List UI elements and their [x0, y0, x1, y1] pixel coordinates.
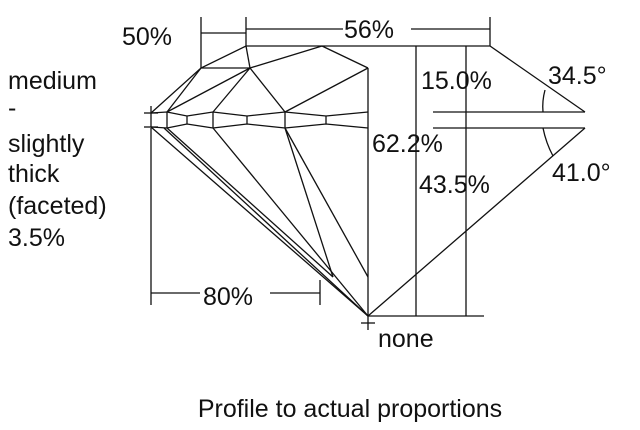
crown-angle-label: 34.5°	[548, 62, 607, 90]
culet-label: none	[378, 325, 434, 353]
girdle-label-line: (faceted)	[8, 192, 107, 220]
girdle-label-line: thick	[8, 160, 60, 188]
pavilion-angle-label: 41.0°	[552, 159, 611, 187]
girdle-label-line: medium	[8, 67, 97, 95]
crown-ratio-label: 50%	[122, 23, 172, 51]
pavilion-depth-label: 43.5%	[419, 171, 490, 199]
lower-half-label: 80%	[203, 283, 253, 311]
caption: Profile to actual proportions	[198, 395, 502, 423]
total-depth-label: 62.2%	[372, 130, 443, 158]
girdle-label-line: 3.5%	[8, 224, 65, 252]
diamond-outline	[150, 45, 586, 317]
measurement-labels: 50% 56% 15.0% 34.5° 62.2% 43.5% 41.0° 80…	[8, 16, 611, 353]
girdle-label-line: -	[8, 94, 16, 122]
table-label: 56%	[344, 16, 394, 44]
girdle-label-line: slightly	[8, 130, 85, 158]
girdle-label: medium - slightly thick (faceted) 3.5%	[8, 67, 107, 252]
dimension-lines	[144, 17, 554, 330]
crown-height-label: 15.0%	[421, 67, 492, 95]
